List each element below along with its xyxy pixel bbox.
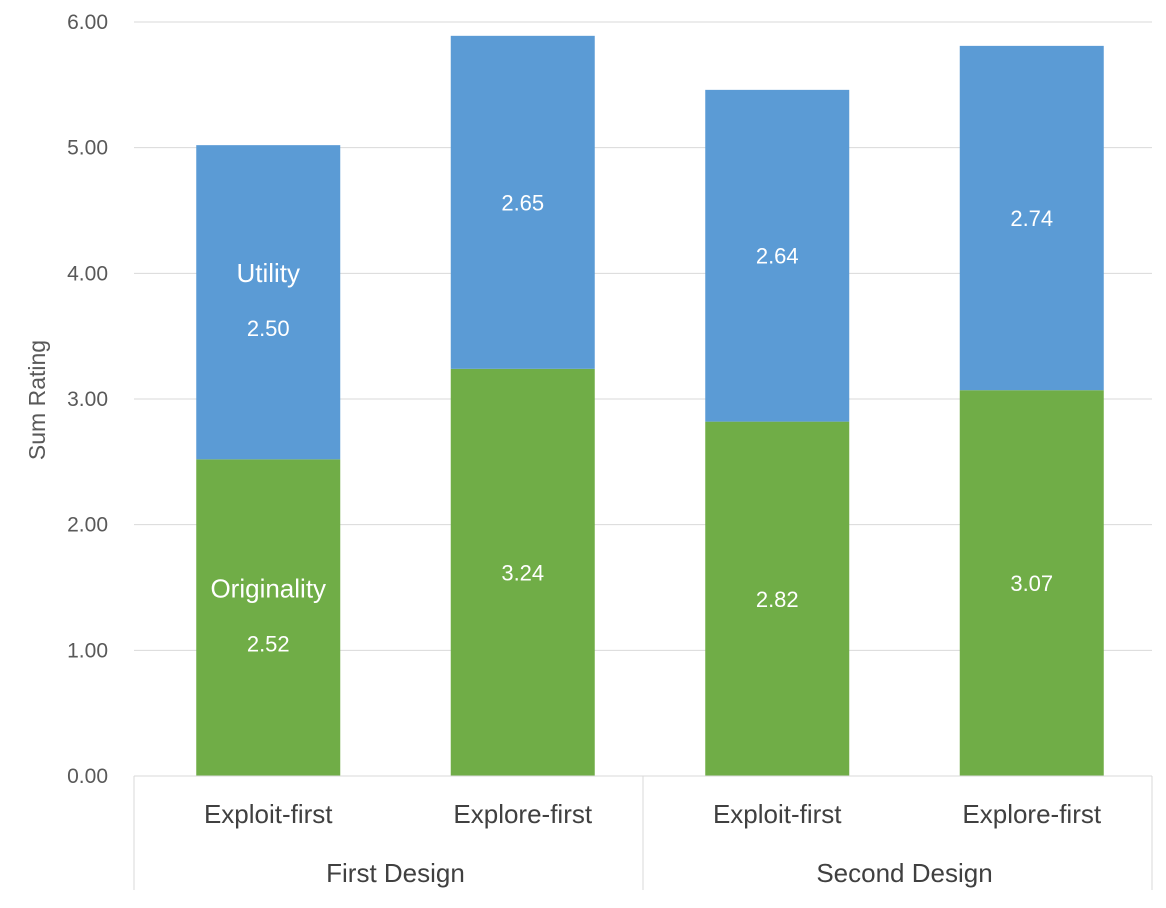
data-label: 2.64	[756, 244, 799, 269]
bar-originality-1	[196, 459, 341, 776]
x-tick-label: Exploit-first	[204, 799, 333, 829]
x-group-label: First Design	[326, 858, 465, 888]
y-tick-label: 1.00	[67, 639, 108, 662]
x-tick-label: Explore-first	[453, 799, 592, 829]
x-tick-label: Explore-first	[962, 799, 1101, 829]
data-label: 3.07	[1010, 571, 1053, 596]
y-tick-label: 3.00	[67, 388, 108, 411]
y-axis-label: Sum Rating	[24, 340, 50, 460]
bar-originality-3	[705, 421, 850, 776]
y-tick-label: 4.00	[67, 262, 108, 285]
bar-originality-2	[450, 368, 595, 776]
series-name-label: Originality	[210, 574, 326, 604]
y-tick-label: 6.00	[67, 11, 108, 34]
data-label: 2.74	[1010, 206, 1053, 231]
y-axis-ticks: 0.00 1.00 2.00 3.00 4.00 5.00 6.00	[67, 11, 108, 788]
data-label: 3.24	[501, 560, 544, 585]
series-name-label: Utility	[236, 258, 300, 288]
bar-utility-1	[196, 145, 341, 460]
y-tick-label: 0.00	[67, 765, 108, 788]
bar-utility-2	[450, 35, 595, 369]
bars: Originality 2.52 Utility 2.50 3.24 2.65 2.82 2.…	[196, 35, 1104, 776]
x-axis: Exploit-first Explore-first First Design Ex…	[133, 775, 1153, 890]
data-label: 2.65	[501, 190, 544, 215]
data-label: 2.82	[756, 587, 799, 612]
bar-utility-4	[959, 45, 1104, 391]
data-label: 2.50	[247, 316, 290, 341]
bar-utility-3	[705, 89, 850, 422]
x-tick-label: Exploit-first	[713, 799, 842, 829]
y-tick-label: 2.00	[67, 514, 108, 537]
x-group-label: Second Design	[816, 858, 992, 888]
y-tick-label: 5.00	[67, 137, 108, 160]
bar-originality-4	[959, 390, 1104, 776]
data-label: 2.52	[247, 632, 290, 657]
